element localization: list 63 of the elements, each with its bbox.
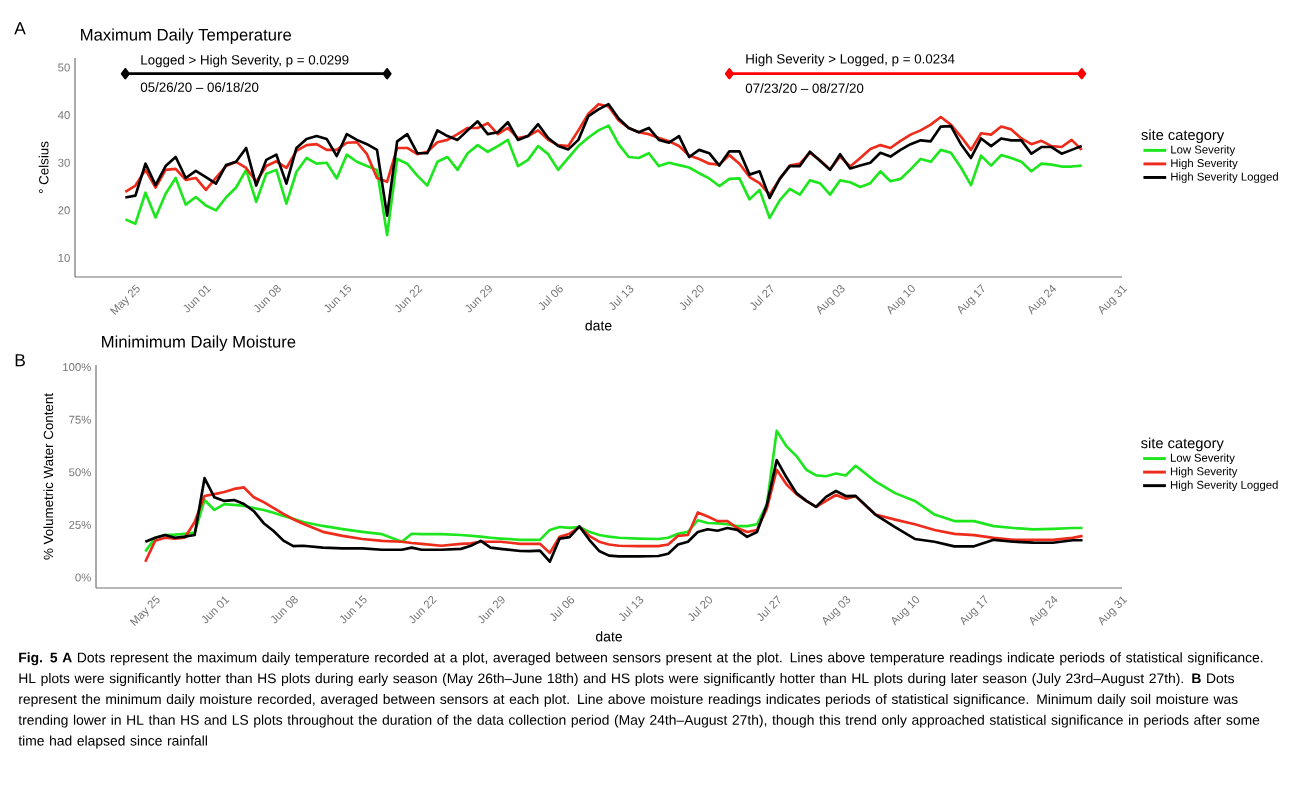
- line-series: [124, 102, 1084, 217]
- x-tick-label: Aug 31: [1098, 285, 1128, 315]
- x-tick-label: Aug 10: [891, 596, 919, 626]
- text: Fig. 5 A Dots represent the maximum daily temperature recorded at a plot, averaged between sensors present at the plot. Lines above temperature readings indicate periods of statistical significance. HL plots were significantly hotter than HS plots during early season (May 26th–June 18th) and HS plots were significantly hotter than HL plots during later season (July 23rd–August 27th). B Dots represent the minimum daily moisture recorded, averaged between sensors at each plot. Line above moisture readings indicates periods of statistical significance. Minimum daily soil moisture was trending lower in HL than HS and LS plots throughout the duration of the data collection period (May 24th–August 27th), though this trend only approached statistical significance in periods after some time had elapsed since rainfall: [18, 652, 1263, 749]
- x-tick-label: Aug 24: [1029, 595, 1058, 626]
- x-tick-label: Jul 27: [750, 284, 774, 310]
- y-tick-label: 50%: [69, 468, 91, 477]
- legend-label: High Severity Logged: [1171, 172, 1278, 183]
- y-tick-label: 0%: [75, 573, 91, 582]
- x-tick-label: Aug 10: [887, 285, 915, 315]
- x-tick-label: Jul 20: [679, 285, 704, 310]
- x-tick-label: Aug 17: [960, 595, 988, 626]
- x-tick-label: Jul 06: [538, 285, 563, 310]
- line-series: [124, 124, 1084, 237]
- chart-title: Minimimum Daily Moisture: [102, 335, 296, 351]
- x-tick-label: Jun 29: [465, 285, 492, 313]
- y-tick-label: 75%: [69, 415, 91, 424]
- x-tick-label: Jul 20: [688, 596, 713, 621]
- x-tick-label: Jul 06: [550, 596, 575, 621]
- x-tick-label: Aug 03: [817, 285, 845, 315]
- text: A: [14, 22, 26, 35]
- legend-label: High Severity Logged: [1170, 480, 1278, 492]
- y-axis-title: % Volumetric Water Content: [43, 393, 54, 560]
- x-tick-label: Jul 13: [619, 596, 644, 621]
- legend-label: High Severity: [1170, 467, 1238, 478]
- x-tick-label: Aug 24: [1028, 284, 1057, 315]
- y-tick-label: 100%: [63, 363, 91, 372]
- x-tick-label: Jul 13: [609, 285, 634, 310]
- annotation: Logged > High Severity, p = 0.0299: [141, 54, 349, 68]
- annotation: 05/26/20 – 06/18/20: [140, 82, 259, 92]
- x-tick-label: Jun 22: [394, 284, 423, 313]
- x-tick-label: May 25: [129, 595, 160, 626]
- x-tick-label: Aug 31: [1098, 596, 1128, 626]
- y-axis-title: ° Celsius: [38, 141, 49, 194]
- x-tick-label: Jun 22: [409, 596, 437, 624]
- x-tick-label: Jun 15: [339, 595, 367, 624]
- chart-title: Maximum Daily Temperature: [81, 28, 292, 44]
- legend-title: site category: [1141, 437, 1224, 452]
- x-axis-title: date: [585, 320, 612, 331]
- y-tick-label: 20: [58, 206, 70, 215]
- legend-title: site category: [1141, 129, 1225, 143]
- legend-label: High Severity: [1171, 158, 1238, 170]
- x-tick-label: Aug 17: [957, 284, 985, 315]
- x-axis-title: date: [595, 631, 622, 642]
- y-tick-label: 25%: [69, 520, 91, 529]
- x-tick-label: May 25: [109, 284, 140, 315]
- legend-label: Low Severity: [1171, 145, 1236, 156]
- x-tick-label: Jun 01: [201, 596, 230, 624]
- x-tick-label: Jun 29: [478, 596, 505, 624]
- y-tick-label: 10: [58, 253, 70, 262]
- annotation: High Severity > Logged, p = 0.0234: [746, 53, 955, 67]
- y-tick-label: 30: [58, 158, 70, 167]
- x-tick-label: Jun 01: [183, 285, 212, 313]
- legend-label: Low Severity: [1170, 453, 1235, 465]
- x-tick-label: Jun 15: [324, 284, 352, 313]
- y-tick-label: 50: [58, 63, 70, 72]
- annotation: 07/23/20 – 08/27/20: [745, 83, 864, 93]
- x-tick-label: Jul 27: [757, 595, 781, 621]
- y-tick-label: 40: [57, 111, 70, 120]
- x-tick-label: Aug 03: [822, 596, 851, 626]
- x-tick-label: Jun 08: [270, 596, 298, 624]
- x-tick-label: Jun 08: [253, 285, 281, 313]
- text: B: [15, 354, 25, 367]
